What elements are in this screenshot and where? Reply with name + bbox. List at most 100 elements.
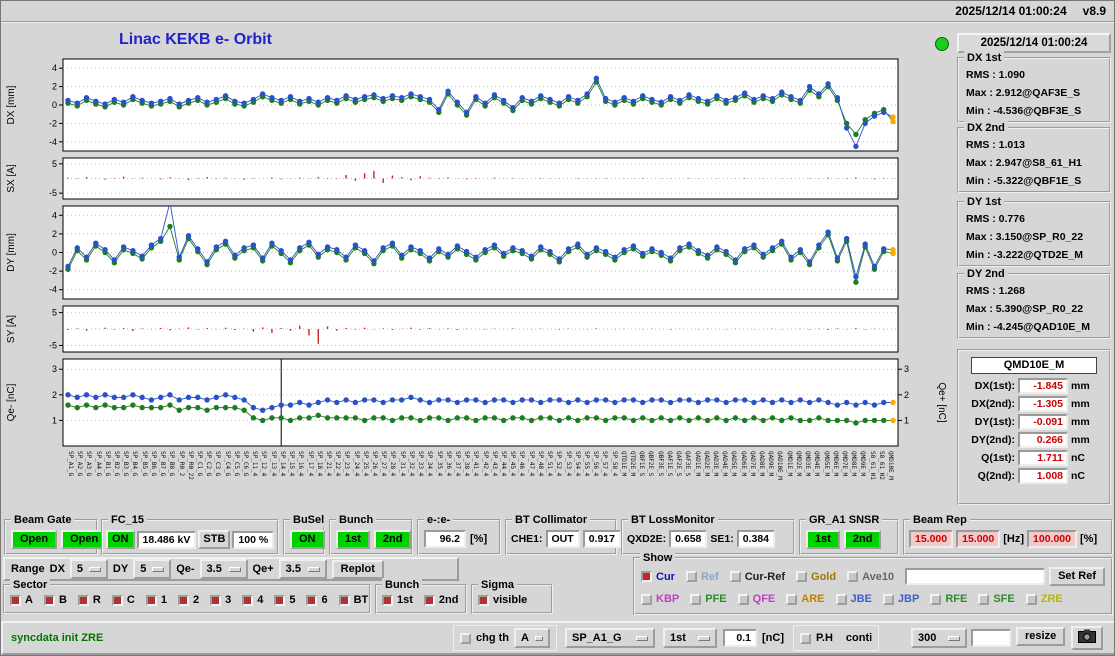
show-checkbox-rfe[interactable]: RFE [930, 593, 967, 605]
sector-checkbox-2[interactable]: 2 [177, 594, 199, 606]
bunch-2nd-button[interactable]: 2nd [373, 530, 412, 549]
bpm-row-value: -1.845 [1018, 378, 1068, 394]
checkbox-box[interactable] [796, 571, 808, 582]
checkbox-box[interactable] [77, 594, 89, 606]
show-checkbox-gold[interactable]: Gold [796, 571, 836, 583]
x-axis-label: SP_43_4 [490, 451, 498, 477]
show-checkbox-qfe[interactable]: QFE [737, 593, 775, 605]
gr-a1-1st-button[interactable]: 1st [806, 530, 840, 549]
x-axis-label: SP_C5_G [232, 451, 240, 477]
checkbox-box[interactable] [242, 594, 254, 606]
checkbox-box[interactable] [685, 571, 697, 582]
range-dx-select[interactable]: 5 [69, 559, 108, 579]
checkbox-box[interactable] [43, 594, 55, 606]
checkbox-box[interactable] [274, 594, 286, 606]
x-axis-label: SP_31_4 [398, 451, 406, 477]
ph-checkbox[interactable] [800, 632, 811, 644]
range-qep-select[interactable]: 3.5 [278, 559, 327, 579]
chg-th-checkbox[interactable] [460, 632, 471, 644]
status-bar: syncdata init ZRE chg th A SP_A1_G 1st 0… [1, 621, 1114, 655]
busel-on-button[interactable]: ON [290, 530, 325, 549]
sector-checkbox-4[interactable]: 4 [242, 594, 263, 606]
stats-min: Min : -5.322@QBF1E_S [966, 175, 1082, 187]
checkbox-box[interactable] [737, 593, 749, 605]
show-checkbox-sfe[interactable]: SFE [978, 593, 1015, 605]
set-ref-button[interactable]: Set Ref [1049, 567, 1105, 586]
x-axis-label: QMD10E_M [887, 451, 894, 480]
checkbox-box[interactable] [177, 594, 189, 606]
blank-field[interactable] [971, 629, 1011, 647]
checkbox-box[interactable] [690, 593, 702, 605]
checkbox-box[interactable] [338, 594, 350, 606]
bpm-select[interactable]: SP_A1_G [565, 628, 655, 648]
sigma-checkbox-visible[interactable]: visible [478, 594, 527, 606]
show-checkbox-kbp[interactable]: KBP [641, 593, 679, 605]
checkbox-box[interactable] [1025, 593, 1037, 605]
sector-checkbox-b[interactable]: B [43, 594, 67, 606]
sector-checkbox-a[interactable]: A [10, 594, 33, 606]
bunch-1st-button[interactable]: 1st [336, 530, 370, 549]
sector-checkbox-bt[interactable]: BT [338, 594, 368, 606]
bunch-select-dropdown[interactable]: 1st [663, 628, 717, 648]
show-checkbox-ave10[interactable]: Ave10 [847, 571, 894, 583]
ref-name-input[interactable] [905, 568, 1046, 585]
beam-gate-open-2-button[interactable]: Open [61, 530, 108, 549]
checkbox-box[interactable] [145, 594, 157, 606]
checkbox-box[interactable] [847, 571, 859, 582]
show-checkbox-ref[interactable]: Ref [685, 571, 719, 583]
sector-checkbox-5[interactable]: 5 [274, 594, 295, 606]
show-checkbox-pfe[interactable]: PFE [690, 593, 727, 605]
checkbox-box[interactable] [382, 594, 393, 606]
range-dy-select[interactable]: 5 [133, 559, 172, 579]
sector-checkbox-r[interactable]: R [77, 594, 101, 606]
checkbox-box[interactable] [210, 594, 222, 606]
selected-bpm-name[interactable]: QMD10E_M [971, 357, 1097, 374]
interval-select[interactable]: 300 [911, 628, 967, 648]
beam-gate-open-1-button[interactable]: Open [11, 530, 58, 549]
bunch-checkbox-2nd[interactable]: 2nd [423, 594, 458, 606]
busel-title: BuSel [290, 513, 328, 527]
sector-checkbox-1[interactable]: 1 [145, 594, 167, 606]
x-axis-label: SP_11_4 [251, 451, 259, 477]
gr-a1-2nd-button[interactable]: 2nd [843, 530, 882, 549]
x-axis-label: SP_32_4 [407, 451, 415, 477]
snapshot-button[interactable] [1071, 626, 1103, 650]
checkbox-box[interactable] [729, 571, 741, 582]
bpm-row-dy2: DY(2nd): 0.266 mm [963, 432, 1106, 448]
checkbox-box[interactable] [786, 593, 798, 605]
sector-checkbox-3[interactable]: 3 [210, 594, 231, 606]
x-axis-label: SP_54_4 [573, 451, 581, 477]
fc15-on-button[interactable]: ON [106, 530, 135, 549]
x-axis-label: QBF3E_S [656, 451, 664, 477]
mode-select[interactable]: A [514, 628, 550, 648]
checkbox-box[interactable] [835, 593, 847, 605]
checkbox-box[interactable] [641, 571, 652, 582]
sector-checkbox-6[interactable]: 6 [306, 594, 328, 606]
bpm-row-unit: mm [1071, 398, 1090, 410]
checkbox-box[interactable] [306, 594, 318, 606]
show-checkbox-cur[interactable]: Cur [641, 571, 675, 583]
sector-checkbox-c[interactable]: C [111, 594, 135, 606]
range-dy-label: DY [112, 563, 129, 575]
checkbox-box[interactable] [978, 593, 990, 605]
checkbox-box[interactable] [882, 593, 894, 605]
checkbox-box[interactable] [423, 594, 435, 606]
show-checkbox-are[interactable]: ARE [786, 593, 825, 605]
checkbox-box[interactable] [641, 593, 652, 605]
show-checkbox-jbp[interactable]: JBP [882, 593, 919, 605]
fc15-stb-button[interactable]: STB [198, 530, 231, 549]
checkbox-box[interactable] [478, 594, 489, 606]
checkbox-box[interactable] [111, 594, 123, 606]
checkbox-box[interactable] [930, 593, 942, 605]
show-checkbox-jbe[interactable]: JBE [835, 593, 872, 605]
threshold-field[interactable]: 0.1 [723, 629, 757, 647]
replot-button[interactable]: Replot [331, 559, 384, 579]
ph-box: P.H conti [793, 625, 880, 651]
resize-button[interactable]: resize [1016, 627, 1066, 646]
show-checkbox-cur-ref[interactable]: Cur-Ref [729, 571, 785, 583]
bunch-checkbox-1st[interactable]: 1st [382, 594, 413, 606]
range-qem-select[interactable]: 3.5 [199, 559, 248, 579]
show-checkbox-zre[interactable]: ZRE [1025, 593, 1063, 605]
x-axis-labels: SP_A1_G SP_A2_G SP_A3_G SP_A4_G SP_B1_G SP_B2… [63, 450, 901, 512]
checkbox-box[interactable] [10, 594, 21, 606]
